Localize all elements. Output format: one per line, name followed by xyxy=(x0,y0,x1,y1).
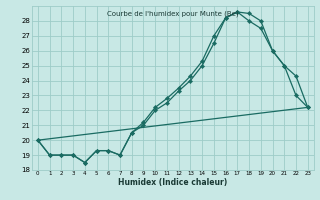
Text: Courbe de l'humidex pour Munte (Be): Courbe de l'humidex pour Munte (Be) xyxy=(107,11,239,17)
X-axis label: Humidex (Indice chaleur): Humidex (Indice chaleur) xyxy=(118,178,228,187)
